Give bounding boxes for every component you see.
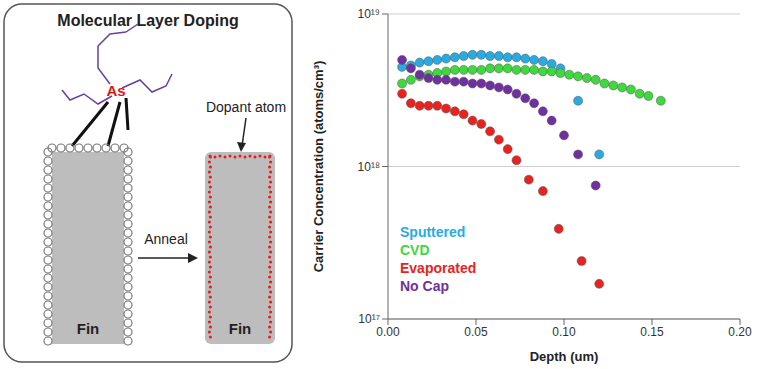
svg-text:Evaporated: Evaporated [400, 260, 476, 276]
svg-text:Depth (um): Depth (um) [530, 349, 599, 364]
svg-text:Fin: Fin [229, 320, 252, 337]
svg-text:0.20: 0.20 [728, 325, 752, 339]
svg-text:10¹⁸: 10¹⁸ [358, 160, 380, 174]
svg-text:Sputtered: Sputtered [400, 224, 465, 240]
svg-text:Dopant atom: Dopant atom [206, 99, 286, 115]
svg-text:CVD: CVD [400, 242, 430, 258]
svg-text:Molecular Layer Doping: Molecular Layer Doping [57, 12, 238, 29]
svg-text:Fin: Fin [77, 320, 100, 337]
svg-text:0.05: 0.05 [464, 325, 488, 339]
svg-text:10¹⁹: 10¹⁹ [358, 7, 380, 21]
svg-text:Anneal: Anneal [144, 231, 188, 247]
svg-text:No Cap: No Cap [400, 278, 449, 294]
svg-text:As: As [106, 82, 125, 99]
svg-text:0.10: 0.10 [552, 325, 576, 339]
svg-text:Carrier Concentration (atoms/c: Carrier Concentration (atoms/cm³) [311, 61, 326, 273]
svg-text:10¹⁷: 10¹⁷ [358, 312, 380, 326]
svg-text:0.00: 0.00 [376, 325, 400, 339]
svg-text:0.15: 0.15 [640, 325, 664, 339]
